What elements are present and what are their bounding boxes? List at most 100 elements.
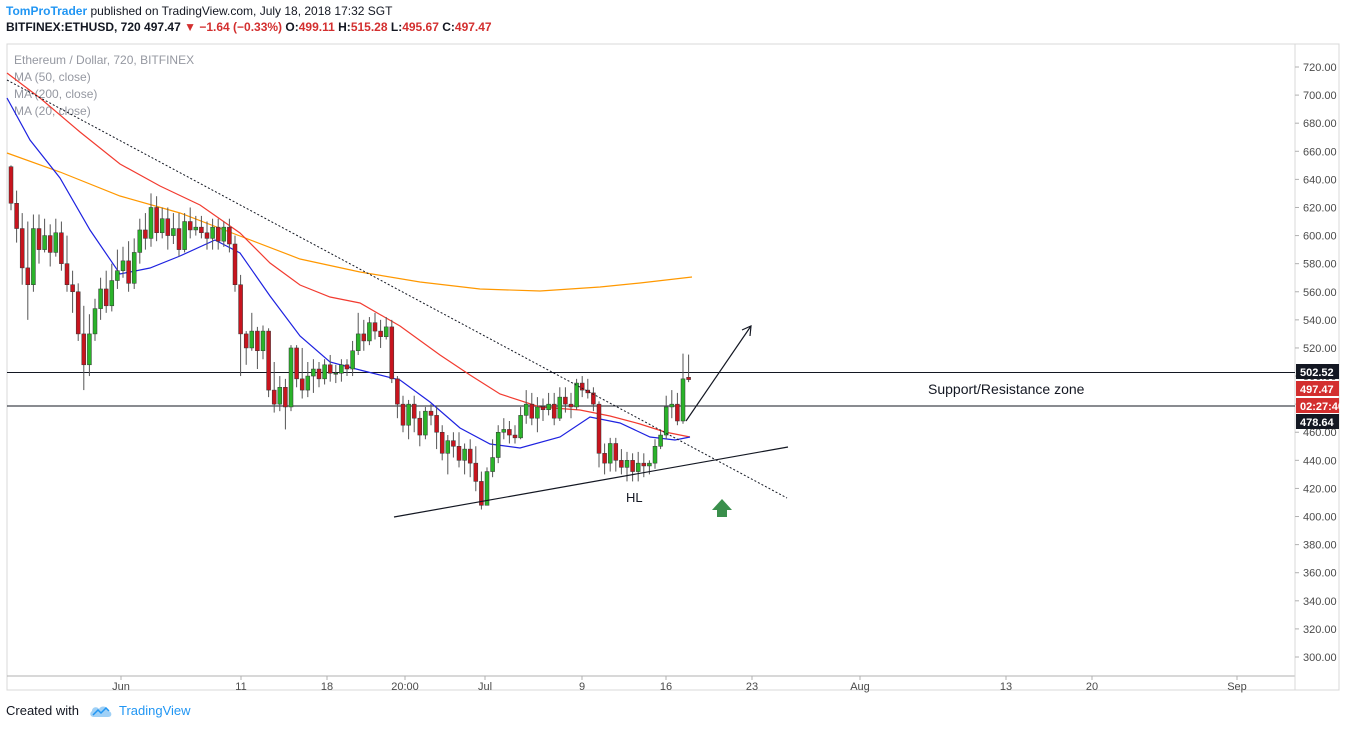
candle-body <box>221 226 227 242</box>
candle-body <box>563 396 568 405</box>
candle-body <box>417 417 423 436</box>
candle-body <box>423 410 428 436</box>
y-tick-label: 440.00 <box>1303 455 1337 467</box>
high-label: H: <box>338 20 351 34</box>
candle-body <box>630 460 635 472</box>
y-tick-label: 300.00 <box>1303 652 1337 664</box>
projection-arrow[interactable] <box>685 325 752 422</box>
candle-body <box>355 333 361 352</box>
candle-body <box>557 396 563 419</box>
candle-body <box>31 228 36 285</box>
candle-body <box>176 228 182 250</box>
candle-body <box>255 330 260 352</box>
open-value: 499.11 <box>298 20 335 34</box>
candle-body <box>361 333 367 342</box>
tradingview-link[interactable]: TradingView <box>118 703 191 718</box>
x-tick-label: 13 <box>1000 681 1012 693</box>
legend: Ethereum / Dollar, 720, BITFINEX MA (50,… <box>14 53 194 118</box>
created-with-text: Created with <box>6 703 79 718</box>
price-tag-bg <box>1296 381 1339 396</box>
candle-body <box>613 443 619 461</box>
candle-body <box>367 322 372 342</box>
candle-body <box>462 448 467 461</box>
candle-body <box>389 326 395 380</box>
candle-body <box>59 232 64 264</box>
candle-body <box>210 226 215 239</box>
candle-body <box>445 440 451 454</box>
candle-body <box>87 333 92 366</box>
candle-body <box>53 232 59 253</box>
candle-body <box>327 364 333 374</box>
candle-body <box>311 368 316 377</box>
x-tick-label: 11 <box>235 681 246 693</box>
candle-body <box>159 218 165 234</box>
candle-body <box>602 453 607 464</box>
candle-body <box>322 364 327 380</box>
candle-body <box>204 232 210 239</box>
candle-body <box>456 446 462 461</box>
candle-body <box>232 243 238 285</box>
candle-body <box>215 226 221 242</box>
candle-body <box>187 221 193 231</box>
candle-body <box>143 229 148 239</box>
x-tick-label: 9 <box>579 681 585 693</box>
y-tick-label: 700.00 <box>1303 90 1337 102</box>
y-tick-label: 320.00 <box>1303 624 1337 636</box>
low-value: 495.67 <box>402 20 439 34</box>
x-tick-label: 16 <box>660 681 672 693</box>
price-tag-label: 478.64 <box>1300 417 1335 429</box>
ascending-trendline[interactable] <box>393 446 789 518</box>
x-tick-label: Jun <box>112 681 130 693</box>
candle-body <box>495 431 501 458</box>
candle-body <box>641 462 647 467</box>
candle-body <box>451 440 456 447</box>
candle-body <box>137 229 143 253</box>
last-price: 497.47 <box>144 20 181 34</box>
candle-body <box>540 406 546 411</box>
tradingview-cloud-icon <box>90 706 112 717</box>
y-tick-label: 640.00 <box>1303 174 1337 186</box>
candle-body <box>406 403 411 426</box>
candle-body <box>378 330 383 337</box>
candle-body <box>669 403 675 408</box>
candle-body <box>523 403 529 416</box>
candle-body <box>439 431 445 454</box>
author-link[interactable]: TomProTrader <box>6 4 88 18</box>
price-tag-bg <box>1296 414 1339 429</box>
zone-label: Support/Resistance zone <box>928 381 1085 397</box>
candle-body <box>501 429 507 433</box>
candle-body <box>75 291 81 335</box>
candle-body <box>383 326 389 337</box>
price-tag-label: 02:27:40 <box>1300 401 1344 413</box>
candle-body <box>126 260 131 284</box>
x-tick-label: Sep <box>1227 681 1247 693</box>
candle-body <box>546 403 551 411</box>
candle-body <box>479 481 484 506</box>
y-tick-label: 600.00 <box>1303 231 1337 243</box>
low-label: L: <box>390 20 403 34</box>
candle-body <box>574 382 579 408</box>
candle-body <box>92 308 98 335</box>
price-tags: 502.52 497.47 02:27:40 478.64 <box>1296 364 1344 429</box>
price-tag-label: 502.52 <box>1300 367 1334 379</box>
candle-body <box>283 387 288 408</box>
candle-body <box>14 203 19 229</box>
candle-body <box>529 403 535 419</box>
candle-body <box>680 378 686 422</box>
descending-trendline[interactable] <box>6 79 788 499</box>
candle-body <box>350 350 355 370</box>
candle-body <box>193 226 199 231</box>
candle-body <box>165 218 171 236</box>
candle-body <box>36 228 42 250</box>
candle-body <box>148 207 154 239</box>
candle-body <box>120 260 126 271</box>
y-tick-label: 520.00 <box>1303 343 1337 355</box>
x-tick-label: Aug <box>850 681 870 693</box>
candle-body <box>64 263 70 285</box>
y-tick-label: 540.00 <box>1303 315 1337 327</box>
candle-body <box>103 288 109 307</box>
candle-body <box>339 364 344 374</box>
candle-body <box>19 228 25 269</box>
candle-body <box>663 406 669 436</box>
